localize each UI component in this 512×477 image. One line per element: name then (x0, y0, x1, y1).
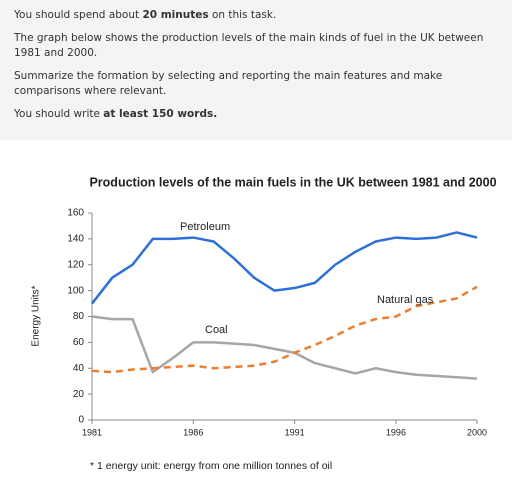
text: You should write (14, 108, 104, 120)
x-tick-label: 1996 (386, 427, 406, 437)
y-tick-label: 20 (73, 389, 85, 400)
text: You should spend about (14, 9, 143, 21)
instructions: You should spend about 20 minutes on thi… (0, 0, 512, 140)
y-tick-label: 100 (67, 285, 84, 296)
chart: Production levels of the main fuels in t… (31, 175, 497, 472)
y-tick-label: 0 (78, 415, 84, 426)
line-series (91, 315, 478, 380)
y-tick-label: 120 (67, 259, 84, 270)
y-axis-label: Energy Units* (31, 285, 42, 346)
x-tick-label: 1981 (82, 427, 102, 437)
bold-text: 20 minutes (142, 9, 209, 21)
instruction: You should write at least 150 words. (14, 107, 498, 122)
instruction: Summarize the formation by selecting and… (14, 70, 443, 97)
chart-title: Production levels of the main fuels in t… (89, 175, 496, 189)
y-tick-label: 160 (67, 208, 84, 219)
series-label: Natural gas (377, 294, 434, 306)
series-label: Petroleum (180, 221, 230, 233)
x-tick-label: 1991 (285, 427, 305, 437)
instruction: You should spend about 20 minutes on thi… (14, 8, 498, 23)
series-label: Coal (205, 324, 228, 336)
y-tick-label: 60 (73, 337, 85, 348)
line-series (91, 231, 478, 305)
bold-text: at least 150 words. (103, 108, 218, 120)
y-tick-label: 40 (73, 363, 85, 374)
x-tick-label: 2000 (467, 427, 487, 437)
text: on this task. (208, 9, 277, 21)
y-tick-label: 140 (67, 234, 84, 245)
footnote: * 1 energy unit: energy from one million… (90, 460, 332, 472)
x-tick-label: 1986 (183, 427, 203, 437)
y-tick-label: 80 (73, 311, 85, 322)
line-series (91, 285, 478, 374)
instruction: The graph below shows the production lev… (14, 32, 484, 59)
